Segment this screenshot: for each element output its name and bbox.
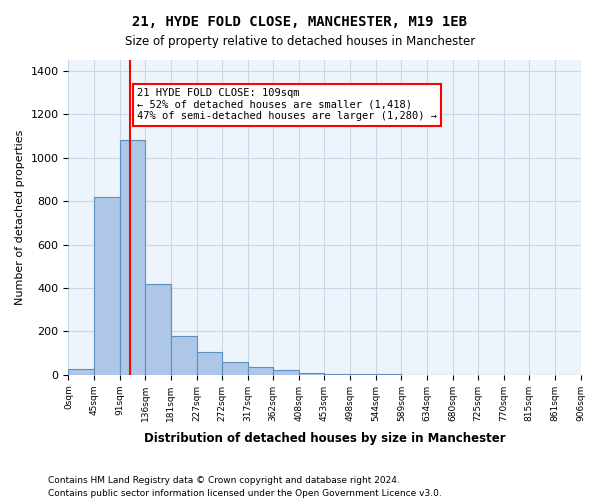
Y-axis label: Number of detached properties: Number of detached properties [15, 130, 25, 305]
Bar [325, 374, 350, 375]
Bar [350, 374, 376, 375]
Bar [273, 370, 299, 375]
Text: 21, HYDE FOLD CLOSE, MANCHESTER, M19 1EB: 21, HYDE FOLD CLOSE, MANCHESTER, M19 1EB [133, 15, 467, 29]
Bar [120, 140, 145, 375]
Bar [171, 336, 197, 375]
X-axis label: Distribution of detached houses by size in Manchester: Distribution of detached houses by size … [143, 432, 505, 445]
Text: Contains HM Land Registry data © Crown copyright and database right 2024.: Contains HM Land Registry data © Crown c… [48, 476, 400, 485]
Bar [94, 197, 120, 375]
Bar [299, 372, 325, 375]
Text: 21 HYDE FOLD CLOSE: 109sqm
← 52% of detached houses are smaller (1,418)
47% of s: 21 HYDE FOLD CLOSE: 109sqm ← 52% of deta… [137, 88, 437, 122]
Bar [248, 367, 273, 375]
Bar [145, 284, 171, 375]
Bar [68, 370, 94, 375]
Text: Size of property relative to detached houses in Manchester: Size of property relative to detached ho… [125, 35, 475, 48]
Bar [197, 352, 222, 375]
Text: Contains public sector information licensed under the Open Government Licence v3: Contains public sector information licen… [48, 488, 442, 498]
Bar [222, 362, 248, 375]
